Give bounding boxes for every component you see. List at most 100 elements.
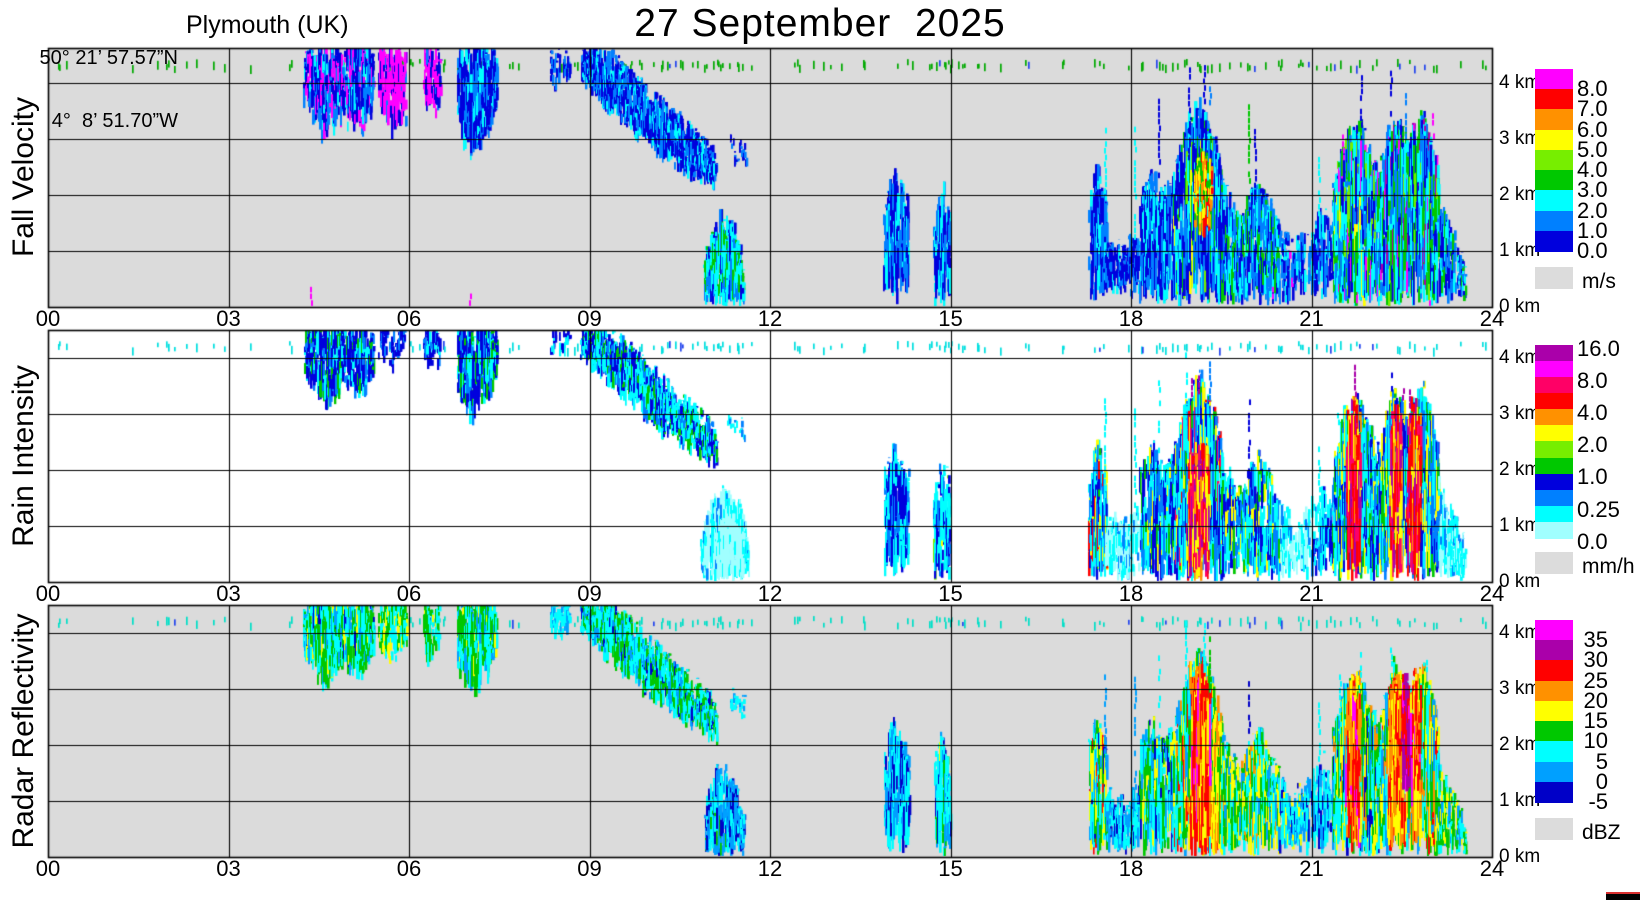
legend-color-swatch (1535, 781, 1573, 803)
panel-title-rain-intensity: Rain Intensity (7, 365, 40, 547)
height-tick-label: 0 km (1499, 846, 1541, 867)
legend-value-label: -5 (1588, 788, 1608, 814)
legend-value-label: 8.0 (1577, 368, 1608, 394)
x-tick-label: 21 (1299, 306, 1324, 331)
height-tick-label: 4 km (1499, 72, 1541, 93)
x-tick-label: 09 (577, 306, 602, 331)
legend-color-swatch (1535, 109, 1573, 131)
height-tick-label: 3 km (1499, 678, 1541, 699)
legend-value-label: 0 (1595, 768, 1608, 794)
x-tick-label: 00 (35, 581, 61, 606)
x-tick-label: 03 (216, 856, 241, 881)
height-tick-label: 3 km (1499, 403, 1541, 424)
legend-color-swatch (1535, 170, 1573, 191)
height-tick-label: 1 km (1499, 515, 1541, 536)
legend-value-label: 1.0 (1577, 464, 1608, 490)
legend-value-label: 0.0 (1577, 237, 1608, 263)
legend-color-swatch (1535, 700, 1573, 722)
height-tick-label: 0 km (1499, 296, 1541, 317)
legend-value-label: 2.0 (1577, 197, 1608, 223)
legend-color-swatch (1535, 377, 1573, 394)
legend-value-label: 0.0 (1577, 528, 1608, 554)
x-tick-label: 12 (757, 306, 783, 331)
corner-watermark-box (1606, 892, 1640, 900)
legend-color-swatch (1535, 741, 1573, 763)
legend-color-swatch (1535, 190, 1573, 212)
legend-value-label: 35 (1583, 627, 1608, 653)
height-tick-label: 2 km (1499, 459, 1541, 480)
legend-color-swatch (1535, 230, 1573, 252)
height-tick-label: 4 km (1499, 347, 1541, 368)
legend-value-label: 5 (1595, 748, 1608, 774)
legend-unit-label: dBZ (1582, 821, 1621, 844)
x-tick-label: 09 (577, 581, 602, 606)
legend-value-label: 3.0 (1577, 177, 1608, 203)
legend-color-swatch (1535, 660, 1573, 682)
legend-value-label: 30 (1583, 647, 1608, 673)
panel-title-fall-velocity: Fall Velocity (7, 96, 40, 258)
legend-color-swatch (1535, 489, 1573, 507)
legend-color-swatch (1535, 210, 1573, 232)
legend-color-swatch (1535, 721, 1573, 742)
height-tick-label: 4 km (1499, 622, 1541, 643)
x-tick-label: 12 (757, 581, 783, 606)
height-tick-label: 1 km (1499, 240, 1541, 261)
x-tick-label: 00 (35, 306, 61, 331)
legend-color-swatch (1535, 149, 1573, 171)
legend-color-swatch (1535, 441, 1573, 459)
legend-unit-swatch (1535, 552, 1573, 574)
legend-color-swatch (1535, 680, 1573, 702)
legend-color-swatch (1535, 425, 1573, 443)
legend-value-label: 5.0 (1577, 136, 1608, 162)
legend-unit-swatch (1535, 818, 1573, 840)
legend-unit-label: m/s (1582, 270, 1616, 293)
legend-value-label: 6.0 (1577, 116, 1608, 142)
legend-value-label: 16.0 (1577, 336, 1620, 361)
x-tick-label: 12 (757, 856, 783, 881)
x-tick-label: 06 (396, 306, 422, 331)
legend-color-swatch (1535, 345, 1573, 362)
height-tick-label: 0 km (1499, 571, 1541, 592)
panel-title-radar-reflectivity: Radar Reflectivity (7, 613, 40, 849)
legend-color-swatch (1535, 521, 1573, 539)
legend-value-label: 2.0 (1577, 432, 1608, 458)
legend-color-swatch (1535, 457, 1573, 475)
height-tick-label: 3 km (1499, 128, 1541, 149)
legend-color-swatch (1535, 69, 1573, 90)
x-tick-label: 15 (938, 306, 963, 331)
height-tick-label: 2 km (1499, 734, 1541, 755)
x-tick-label: 00 (35, 856, 61, 881)
legend-value-label: 20 (1583, 687, 1608, 713)
x-tick-label: 18 (1118, 306, 1144, 331)
legend-value-label: 1.0 (1577, 217, 1608, 243)
legend-color-swatch (1535, 620, 1573, 641)
legend-color-swatch (1535, 361, 1573, 378)
legend-value-label: 25 (1583, 667, 1608, 693)
x-tick-label: 09 (577, 856, 602, 881)
legend-value-label: 4.0 (1577, 400, 1608, 426)
height-tick-label: 2 km (1499, 184, 1541, 205)
legend-value-label: 7.0 (1577, 96, 1608, 122)
x-tick-label: 24 (1479, 856, 1505, 881)
legend-value-label: 0.25 (1577, 496, 1620, 522)
legend-value-label: 10 (1583, 728, 1608, 754)
latitude-label: 50° 21’ 57.57”N (39, 47, 178, 69)
x-tick-label: 21 (1299, 856, 1324, 881)
x-tick-label: 18 (1118, 581, 1144, 606)
x-tick-label: 15 (938, 856, 963, 881)
legend-value-label: 4.0 (1577, 157, 1608, 183)
x-tick-label: 03 (216, 581, 241, 606)
x-tick-label: 18 (1118, 856, 1144, 881)
legend-unit-swatch (1535, 267, 1573, 289)
legend-color-swatch (1535, 409, 1573, 426)
x-tick-label: 06 (396, 581, 422, 606)
legend-color-swatch (1535, 473, 1573, 491)
x-tick-label: 06 (396, 856, 422, 881)
legend-color-swatch (1535, 129, 1573, 151)
x-tick-label: 03 (216, 306, 241, 331)
page-title: 27 September 2025 (634, 2, 1006, 45)
height-tick-label: 1 km (1499, 790, 1541, 811)
legend-color-swatch (1535, 640, 1573, 662)
